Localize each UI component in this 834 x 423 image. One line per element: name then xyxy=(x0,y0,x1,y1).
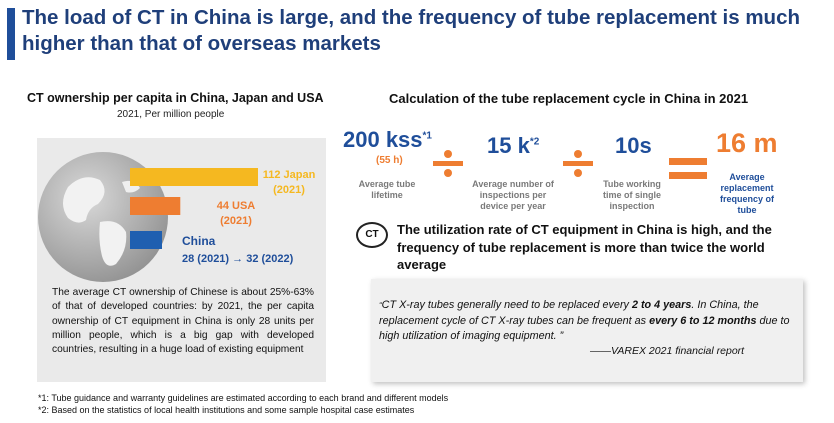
quote-box xyxy=(371,279,803,382)
quote-open-mark: “ xyxy=(379,301,382,310)
tube-lifetime-number: 200 kss xyxy=(343,127,423,152)
bar-japan xyxy=(130,168,258,186)
footnote-ref-1: *1 xyxy=(422,130,432,142)
tube-lifetime-value: 200 kss*1 xyxy=(343,127,432,153)
tube-lifetime-label: Average tube lifetime xyxy=(358,179,416,200)
quote-close-mark: ” xyxy=(559,330,564,342)
china-label: China xyxy=(182,234,216,248)
usa-value-label: 44 USA xyxy=(216,200,256,212)
footnote-1: *1: Tube guidance and warranty guideline… xyxy=(38,393,449,403)
footnote-2: *2: Based on the statistics of local hea… xyxy=(38,405,415,415)
bar-usa xyxy=(130,197,181,215)
quote-text-1: CT X-ray tubes generally need to be repl… xyxy=(381,299,632,311)
left-section-subheading: 2021, Per million people xyxy=(117,109,225,120)
equals-icon xyxy=(669,158,707,179)
utilization-note: The utilization rate of CT equipment in … xyxy=(397,222,772,272)
quote-text-2: . In China, the replacement cycle of CT … xyxy=(379,299,759,327)
right-section-heading: Calculation of the tube replacement cycl… xyxy=(389,91,749,106)
inspection-time-value: 10s xyxy=(615,133,652,158)
divide-icon-2 xyxy=(563,150,593,177)
title-accent-bar xyxy=(7,8,15,60)
china-value-label: 28 (2021) → 32 (2022) xyxy=(182,253,294,265)
quote-text-3: due to high utilization of imaging equip… xyxy=(379,314,790,343)
inspections-label: Average number of inspections per device… xyxy=(472,179,554,211)
divide-icon-1 xyxy=(433,150,463,177)
left-section-heading: CT ownership per capita in China, Japan … xyxy=(27,91,324,105)
quote-source: ——VAREX 2021 financial report xyxy=(590,345,745,357)
page-title: The load of CT in China is large, and th… xyxy=(22,6,800,55)
tube-lifetime-hours: (55 h) xyxy=(376,155,403,166)
footnote-ref-2: *2 xyxy=(529,136,540,148)
bar-china xyxy=(130,231,162,249)
quote-bold-2: every 6 to 12 months xyxy=(649,314,757,327)
japan-value-label: 112 Japan xyxy=(262,169,316,181)
replacement-frequency-label: Average replacement frequency of tube xyxy=(719,172,774,215)
varex-quote: “CT X-ray tubes generally need to be rep… xyxy=(379,298,797,345)
ownership-description: The average CT ownership of Chinese is a… xyxy=(52,287,314,356)
ct-scanner-icon: CT xyxy=(356,222,388,248)
inspections-number: 15 k xyxy=(487,133,530,158)
japan-year-label: (2021) xyxy=(273,184,305,196)
ownership-bar-chart xyxy=(130,168,258,249)
inspections-value: 15 k*2 xyxy=(487,133,539,159)
quote-bold-1: 2 to 4 years xyxy=(631,299,692,311)
inspection-time-label: Tube working time of single inspection xyxy=(602,179,661,211)
usa-year-label: (2021) xyxy=(220,215,252,227)
replacement-frequency-value: 16 m xyxy=(716,128,778,158)
